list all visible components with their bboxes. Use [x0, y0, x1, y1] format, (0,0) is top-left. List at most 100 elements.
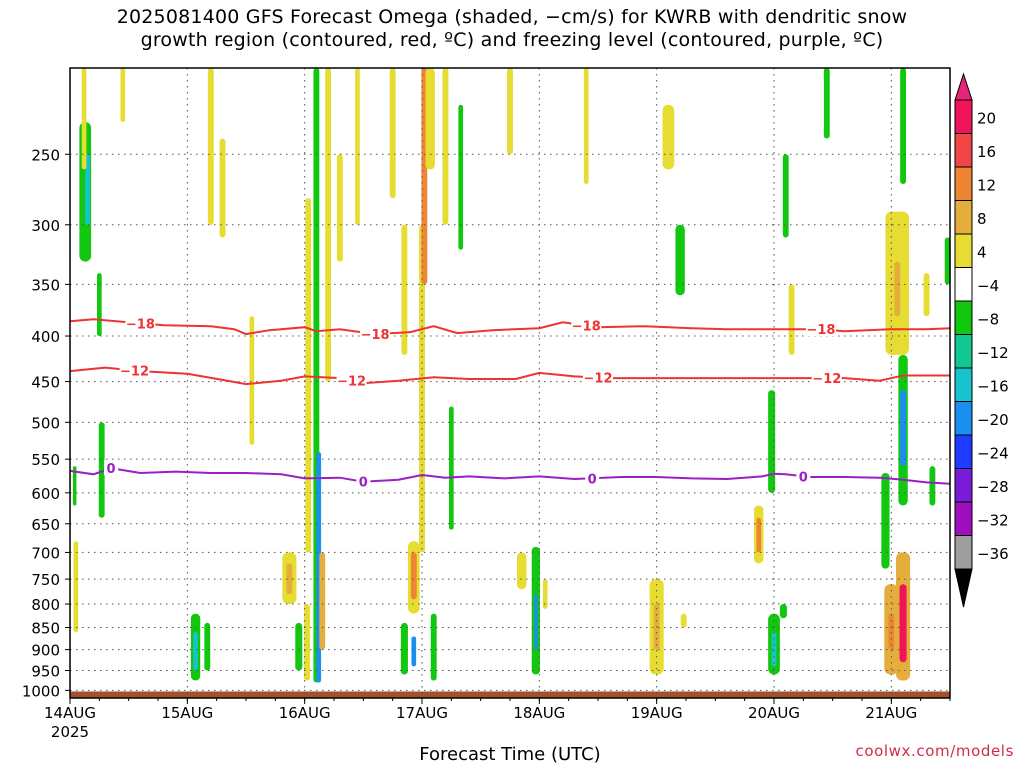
colorbar-label: 4 [977, 243, 987, 261]
omega-cell [295, 622, 303, 671]
contour-label: −12 [337, 375, 366, 390]
dendritic-growth-contour [69, 318, 951, 336]
contour-label-bg [356, 473, 371, 489]
colorbar: 20 16 12 8 4 −4 −8 −12 −16 −20 −24 −28 −32 −36 [954, 72, 1009, 608]
colorbar-swatch [954, 200, 973, 235]
contour-label-bg [571, 317, 602, 333]
chart-title-line-1: 2025081400 GFS Forecast Omega (shaded, −… [116, 6, 908, 28]
contour-label: 0 [799, 470, 808, 485]
omega-cell [779, 604, 787, 619]
y-tick-label: 400 [31, 328, 60, 346]
y-tick-label: 600 [31, 485, 60, 503]
y-tick-label: 750 [31, 571, 60, 589]
contour-label: −12 [120, 365, 149, 380]
contour-label-bg [125, 315, 156, 331]
colorbar-label: −8 [977, 310, 999, 328]
omega-cell [96, 273, 102, 337]
colorbar-swatch [954, 367, 973, 402]
omega-cell [305, 198, 312, 553]
omega-cell [304, 604, 310, 681]
colorbar-label: −16 [977, 377, 1009, 395]
omega-cell [894, 261, 901, 317]
omega-cell [193, 632, 198, 671]
colorbar-top-arrow [954, 72, 973, 101]
x-tick-label: 17AUG [396, 704, 448, 722]
contour-label: −18 [572, 320, 601, 335]
contour-label: −12 [584, 372, 613, 387]
y-tick-label: 250 [31, 146, 60, 164]
omega-cell [355, 68, 360, 225]
omega-cell [85, 154, 90, 225]
colorbar-label: 12 [977, 176, 996, 194]
contour-label: 0 [107, 462, 116, 477]
omega-cell [286, 563, 293, 595]
y-tick-label: 650 [31, 516, 60, 534]
colorbar-label: −28 [977, 478, 1009, 496]
colorbar-swatch [954, 401, 973, 436]
omega-cell [782, 154, 789, 238]
omega-cell [389, 68, 396, 199]
omega-cell [401, 224, 408, 355]
omega-cell [680, 613, 687, 628]
omega-cell [900, 390, 906, 467]
omega-cell [73, 541, 79, 633]
omega-cell [249, 316, 255, 445]
omega-cell [442, 68, 449, 225]
contour-label: −12 [812, 372, 841, 387]
omega-cell [507, 68, 513, 155]
chart-title: 2025081400 GFS Forecast Omega (shaded, −… [0, 6, 1024, 52]
colorbar-label: −32 [977, 511, 1009, 529]
x-axis-title: Forecast Time (UTC) [419, 744, 601, 765]
x-tick-label: 19AUG [631, 704, 683, 722]
contour-label-bg [805, 321, 836, 337]
contour-label: −18 [806, 323, 835, 338]
colorbar-label: 8 [977, 210, 987, 228]
contour-label: 0 [588, 472, 597, 487]
omega-cell [430, 613, 437, 681]
colorbar-swatch [954, 501, 973, 536]
y-tick-label: 950 [31, 663, 60, 681]
contour-label-bg [583, 369, 613, 385]
colorbar-swatch [954, 233, 973, 268]
freezing-level-contour [69, 467, 951, 485]
x-tick-label: 20AUG [748, 704, 800, 722]
contour-label-bg [360, 326, 391, 342]
colorbar-label: −24 [977, 444, 1009, 462]
omega-cell [768, 390, 776, 493]
omega-cell [204, 622, 211, 671]
x-tick-label: 14AUG [44, 704, 96, 722]
y-axis-ticks: 250 300 350 400 450 500 550 600 650 700 750 800 850 9… [22, 146, 70, 700]
colorbar-label: −12 [977, 344, 1009, 362]
grid-lines [69, 68, 950, 698]
omega-cell [899, 584, 907, 663]
y-tick-label: 500 [31, 414, 60, 432]
omega-cell [336, 154, 343, 262]
omega-cell [98, 422, 105, 518]
contour-label-bg [585, 470, 600, 486]
contour-label: −18 [126, 317, 155, 332]
y-tick-label: 800 [31, 596, 60, 614]
y-tick-label: 700 [31, 544, 60, 562]
colorbar-swatch [954, 535, 973, 570]
colorbar-bottom-arrow [954, 568, 973, 608]
omega-cell [411, 636, 417, 667]
x-tick-sublabel: 2025 [51, 723, 89, 741]
omega-cell [756, 517, 762, 553]
omega-cell [929, 466, 936, 506]
omega-cell [534, 594, 538, 650]
colorbar-label: −4 [977, 277, 999, 295]
omega-cell [319, 552, 326, 650]
omega-cell [72, 466, 77, 506]
site-credit: coolwx.com/models [855, 742, 1014, 760]
omega-cell [900, 68, 906, 185]
omega-cell [823, 68, 830, 139]
contour-label: −18 [361, 328, 390, 343]
omega-cell [81, 68, 87, 170]
omega-cell [675, 224, 685, 296]
omega-cell [517, 552, 527, 590]
y-tick-label: 900 [31, 642, 60, 660]
x-tick-label: 15AUG [161, 704, 213, 722]
omega-cell [881, 472, 890, 569]
